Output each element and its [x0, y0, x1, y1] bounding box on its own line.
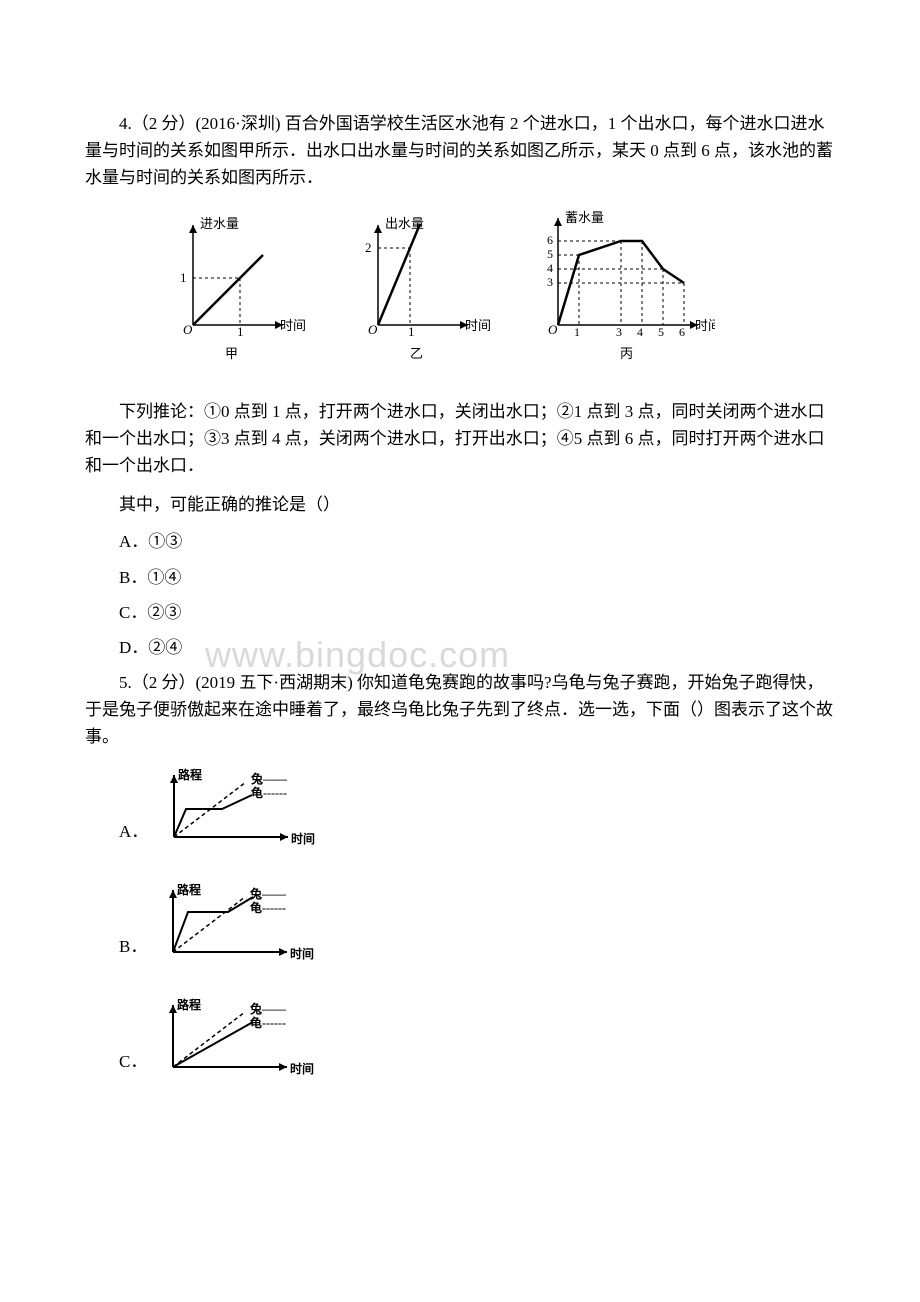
q5-stem: 5.（2 分）(2019 五下·西湖期末) 你知道龟兔赛跑的故事吗?乌龟与兔子赛… — [85, 669, 835, 751]
chart1-origin: O — [183, 322, 193, 337]
q4-charts-svg: 进水量 时间 甲 1 1 O 出水量 时间 — [145, 210, 715, 380]
chart1-xlabel: 时间 — [280, 318, 306, 333]
svg-text:6: 6 — [679, 325, 685, 339]
q5-source: (2019 五下·西湖期末) — [196, 673, 353, 692]
q4-number: 4. — [119, 114, 132, 133]
svg-text:路程: 路程 — [177, 997, 201, 1012]
svg-text:6: 6 — [547, 233, 553, 247]
chart3-ylabel: 蓄水量 — [565, 210, 604, 225]
svg-text:时间: 时间 — [290, 1061, 314, 1076]
svg-text:5: 5 — [547, 247, 553, 261]
q4-option-d: D．②④ — [119, 634, 835, 661]
chart2-origin: O — [368, 322, 378, 337]
svg-text:3: 3 — [547, 275, 553, 289]
svg-text:兔——: 兔—— — [249, 1001, 287, 1016]
svg-text:兔——: 兔—— — [250, 771, 288, 786]
svg-text:路程: 路程 — [178, 767, 202, 782]
chart1-ytick: 1 — [180, 270, 187, 285]
svg-text:路程: 路程 — [177, 882, 201, 897]
svg-text:龟------: 龟------ — [250, 1015, 286, 1030]
q4-text2: 下列推论：①0 点到 1 点，打开两个进水口，关闭出水口；②1 点到 3 点，同… — [85, 398, 835, 480]
q4-points: （2 分） — [132, 114, 196, 133]
q5-option-c-label: C． — [119, 1048, 147, 1079]
q5-chart-b: 路程 时间 兔—— 龟------ — [155, 880, 330, 965]
q5-chart-a: 路程 时间 兔—— 龟------ — [156, 765, 331, 850]
chart2-xlabel: 时间 — [465, 318, 491, 333]
chart2-ytick: 2 — [365, 240, 372, 255]
svg-text:5: 5 — [658, 325, 664, 339]
q4-stem: 4.（2 分）(2016·深圳) 百合外国语学校生活区水池有 2 个进水口，1 … — [85, 110, 835, 192]
svg-text:时间: 时间 — [290, 946, 314, 961]
chart2-xtick: 1 — [408, 324, 415, 339]
q5-option-a-label: A． — [119, 818, 148, 849]
chart3-caption: 丙 — [620, 346, 633, 361]
q5-number: 5. — [119, 673, 132, 692]
chart3-origin: O — [548, 322, 558, 337]
q4-option-b: B．①④ — [119, 564, 835, 591]
svg-text:兔——: 兔—— — [249, 886, 287, 901]
svg-text:4: 4 — [637, 325, 643, 339]
q4-option-c: C．②③ — [119, 599, 835, 626]
svg-text:龟------: 龟------ — [250, 900, 286, 915]
q4-text3: 其中，可能正确的推论是（） — [85, 491, 835, 518]
chart1-xtick: 1 — [237, 324, 244, 339]
q4-figures: 进水量 时间 甲 1 1 O 出水量 时间 — [145, 210, 835, 380]
svg-text:时间: 时间 — [291, 831, 315, 846]
chart1-caption: 甲 — [225, 346, 238, 361]
svg-text:4: 4 — [547, 261, 553, 275]
q5-option-b-label: B． — [119, 933, 147, 964]
svg-text:1: 1 — [574, 325, 580, 339]
q5-chart-c: 路程 时间 兔—— 龟------ — [155, 995, 330, 1080]
q4-option-a: A．①③ — [119, 528, 835, 555]
svg-text:龟------: 龟------ — [251, 785, 287, 800]
chart1-ylabel: 进水量 — [200, 216, 239, 231]
svg-text:3: 3 — [616, 325, 622, 339]
chart2-caption: 乙 — [410, 346, 423, 361]
q4-source: (2016·深圳) — [196, 114, 281, 133]
q5-points: （2 分） — [132, 673, 196, 692]
